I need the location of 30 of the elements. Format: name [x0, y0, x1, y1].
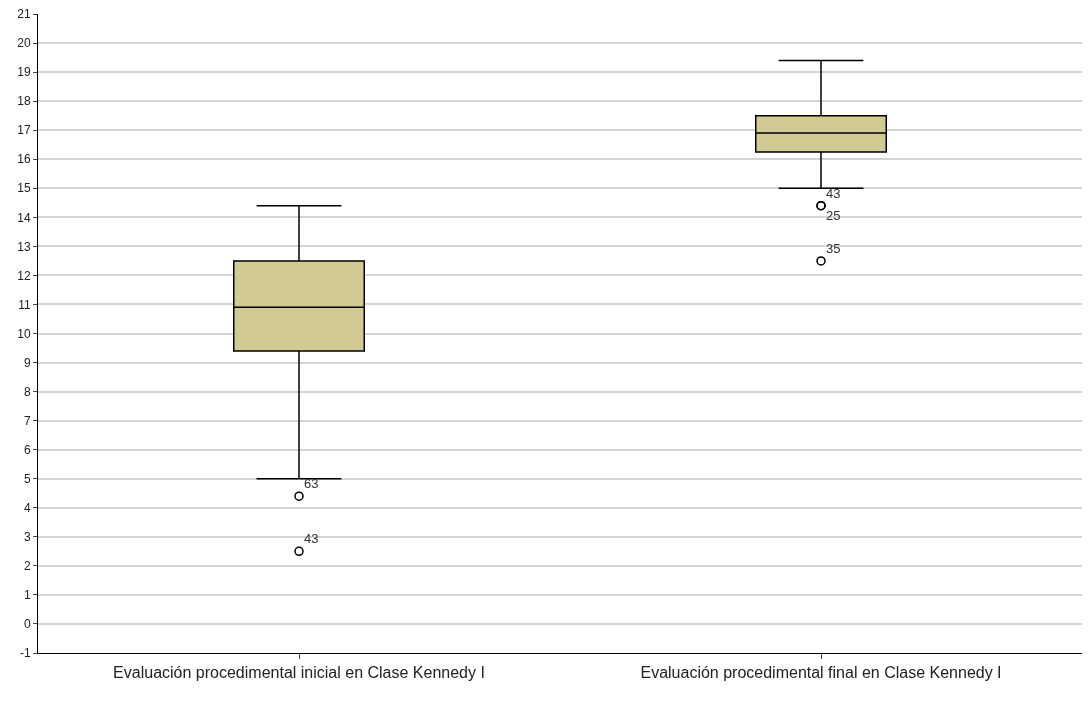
annotation: 25: [826, 208, 841, 223]
y-tick-label: 11: [18, 297, 31, 312]
y-tick-label: 8: [23, 384, 31, 399]
annotation: 35: [826, 241, 841, 256]
x-tick-label: Evaluación procedimental final en Clase Kennedy I: [640, 664, 1002, 682]
y-tick-label: 7: [23, 413, 31, 428]
x-tick-label: Evaluación procedimental inicial en Clase Kennedy I: [113, 664, 485, 682]
y-tick-label: 6: [23, 442, 31, 457]
y-tick-label: 10: [17, 326, 31, 341]
annotation: 63: [304, 476, 319, 491]
y-tick-label: 2: [23, 559, 31, 574]
y-tick-label: 20: [17, 36, 31, 51]
y-tick-label: 1: [23, 588, 31, 603]
y-tick-label: 13: [17, 239, 31, 254]
y-tick-label: 16: [17, 152, 31, 167]
y-tick-label: 21: [17, 7, 31, 22]
y-tick-label: 0: [23, 617, 31, 632]
y-tick-label: 12: [17, 268, 31, 283]
annotation: 43: [304, 531, 319, 546]
y-tick-label: -1: [19, 646, 31, 661]
y-tick-label: 18: [17, 94, 31, 109]
y-tick-label: 14: [17, 210, 31, 225]
y-tick-label: 4: [23, 500, 31, 515]
y-tick-label: 15: [17, 181, 31, 196]
y-tick-label: 19: [17, 65, 31, 80]
y-tick-label: 17: [17, 123, 31, 138]
y-tick-label: 9: [23, 355, 31, 370]
y-tick-label: 3: [23, 530, 31, 545]
y-tick-label: 5: [23, 471, 31, 486]
annotation: 43: [826, 186, 841, 201]
